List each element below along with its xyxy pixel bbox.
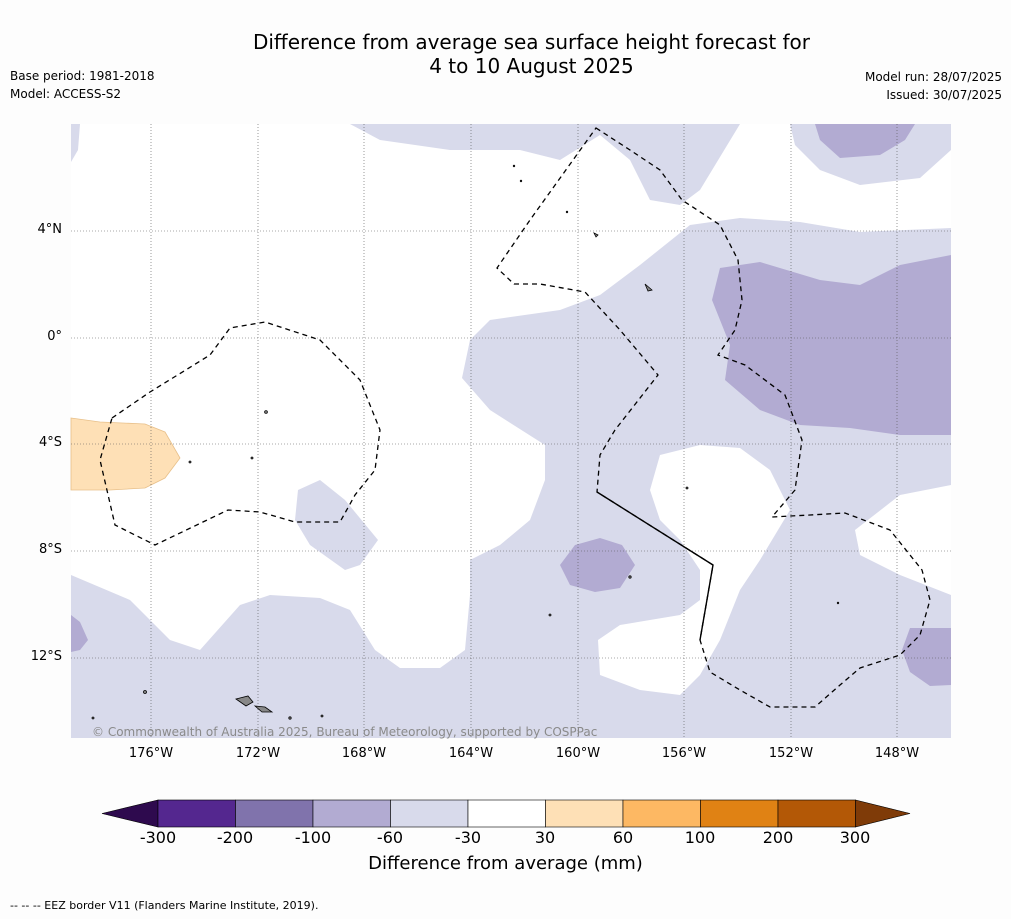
lat-tick-4s: 4°S [38,435,62,450]
colorbar-segment [467,799,546,828]
solid-boundary-line [596,491,714,641]
region-mid-purple-west [71,615,88,652]
island-dot-3 [188,460,192,464]
colorbar-segment [312,799,391,828]
footer-note: -- -- -- EEZ border V11 (Flanders Marine… [10,899,319,912]
lon-tick-176w: 176°W [128,746,174,761]
colorbar-segment [622,799,701,828]
colorbar-tick: 30 [534,828,556,847]
eez-borders [99,127,931,708]
lon-tick-164w: 164°W [448,746,494,761]
lat-tick-0: 0° [47,329,62,344]
colorbar-label: Difference from average (mm) [368,853,643,874]
base-period-text: Base period: 1981-2018 [10,69,155,83]
eez-border-north [496,127,931,708]
region-mid-purple-southeast [902,628,951,686]
colorbar-tick: -200 [216,828,254,847]
copyright-text: © Commonwealth of Australia 2025, Bureau… [92,725,598,739]
title-line-1: Difference from average sea surface heig… [252,30,811,54]
lon-tick-168w: 168°W [341,746,387,761]
colorbar-segment [390,799,469,828]
island-dot-10 [628,575,632,579]
lat-tick-4n: 4°N [37,222,63,237]
island-dot-11 [512,164,516,168]
colorbar-tick: -30 [454,828,482,847]
lon-tick-160w: 160°W [555,746,601,761]
colorbar-tick: -300 [139,828,177,847]
island-dot-7 [91,716,95,720]
meta-left: Base period: 1981-2018 Model: ACCESS-S2 [10,67,155,103]
colorbar-segment [777,799,856,828]
region-mid-purple-northeast [815,124,915,158]
meta-right: Model run: 28/07/2025 Issued: 30/07/2025 [865,68,1002,104]
island-savaii [253,705,274,713]
region-light-orange-west [70,417,181,491]
colorbar-segment [545,799,624,828]
colorbar-segment [157,799,236,828]
colorbar-tick: 100 [684,828,716,847]
lon-tick-148w: 148°W [874,746,920,761]
region-light-purple-west-edge [71,124,80,162]
islands [91,164,840,720]
eez-border-west [99,321,381,546]
colorbar-tick: -100 [294,828,332,847]
region-mid-purple-south [560,538,635,592]
colorbar-segment [700,799,779,828]
island-dot-8 [288,716,292,720]
island-dot-4 [685,486,689,490]
model-run-text: Model run: 28/07/2025 [864,70,1002,84]
lat-tick-8s: 8°S [38,542,62,557]
island-dot-5 [548,613,552,617]
region-light-purple-north [350,124,740,205]
issued-text: Issued: 30/07/2025 [886,88,1002,102]
lat-tick-12s: 12°S [30,649,62,664]
colorbar [101,799,911,828]
island-dot-9 [320,714,324,718]
island-dot-13 [565,210,569,214]
hole-east [855,485,951,595]
anomaly-neutral-holes [598,445,951,695]
title-line-2: 4 to 10 August 2025 [429,54,634,78]
colorbar-extend-high [855,799,911,828]
island-dot-12 [519,179,523,183]
lon-tick-172w: 172°W [235,746,281,761]
island-dot-6 [143,690,147,694]
lon-tick-152w: 152°W [768,746,814,761]
region-mid-purple-east [712,255,951,435]
map-title: Difference from average sea surface heig… [0,30,1011,78]
island-upolu [235,695,254,707]
colorbar-tick: 300 [839,828,871,847]
colorbar-segment [235,799,314,828]
lon-tick-156w: 156°W [661,746,707,761]
island-small-1 [593,232,599,238]
model-text: Model: ACCESS-S2 [10,87,122,101]
colorbar-tick: 60 [612,828,634,847]
colorbar-extend-low [101,799,159,828]
anomaly-mid-purple-regions [71,124,951,686]
island-dot-2 [250,456,254,460]
colorbar-tick: -60 [376,828,404,847]
gridlines [71,124,951,738]
hole-south-central [598,445,790,695]
island-small-2 [644,283,653,292]
island-dot-1 [264,410,268,414]
region-light-purple-islet [295,480,378,570]
colorbar-tick: 200 [762,828,794,847]
island-dot-14 [836,601,840,605]
